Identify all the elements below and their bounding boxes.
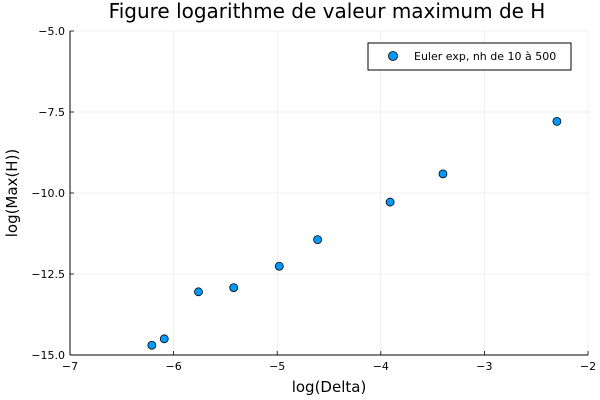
data-point [147,340,157,350]
data-point [385,197,395,207]
x-tick-label: −7 [62,360,78,373]
legend: Euler exp, nh de 10 à 500 [367,42,572,71]
data-point [159,334,169,344]
data-point [274,261,284,271]
x-tick-label: −4 [373,360,389,373]
y-tick-label: −5.0 [38,25,65,38]
legend-box [367,42,572,71]
grid [69,30,589,356]
y-tick-label: −12.5 [31,268,65,281]
y-axis-label: log(Max(H)) [3,149,21,238]
x-tick-label: −5 [269,360,285,373]
y-tick-label: −10.0 [31,187,65,200]
data-point [438,169,448,179]
data-point [313,235,323,245]
y-tick-label: −15.0 [31,349,65,362]
x-tick-label: −6 [165,360,181,373]
x-axis-label: log(Delta) [292,378,367,396]
legend-marker [388,51,398,61]
x-tick-label: −3 [476,360,492,373]
x-tick-label: −2 [580,360,596,373]
legend-entry-label: Euler exp, nh de 10 à 500 [414,50,556,63]
data-point [552,116,562,126]
data-point [194,287,203,297]
y-axis-ticks: −15.0 −12.5 −10.0 −7.5 −5.0 [31,25,74,362]
chart-title: Figure logarithme de valeur maximum de H [109,0,546,23]
x-axis-ticks: −7 −6 −5 −4 −3 −2 [62,351,596,373]
data-point [229,283,239,293]
data-points [147,116,562,350]
y-tick-label: −7.5 [38,106,65,119]
